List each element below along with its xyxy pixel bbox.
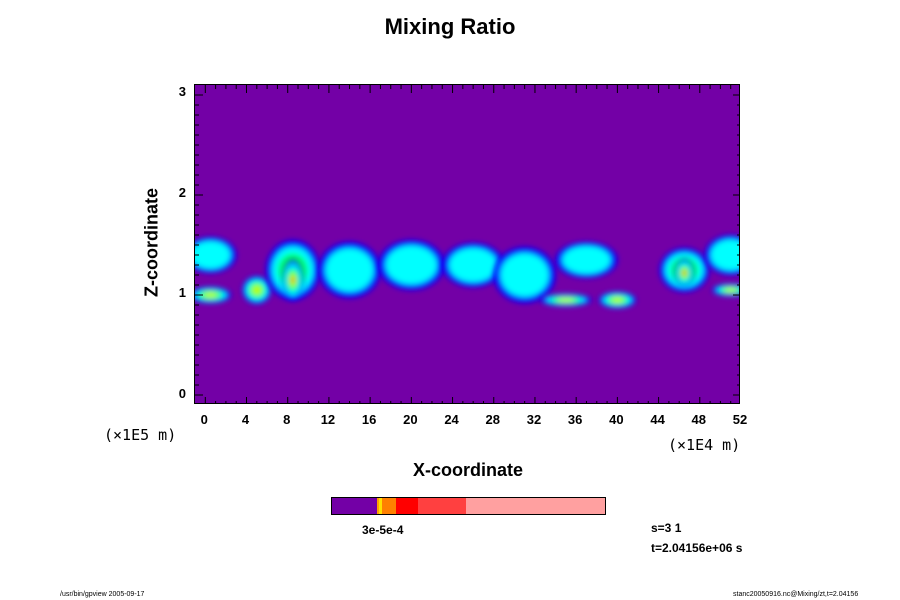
contour-level [724,287,738,293]
colorbar-segment [382,498,397,514]
y-tick-label: 3 [178,84,186,99]
plot-area [194,84,740,404]
heatmap-plot [195,85,739,403]
contour-level [557,297,575,303]
colorbar-segment [396,498,419,514]
contour-level [682,271,687,275]
x-tick-label: 24 [444,412,459,427]
time-label: t=2.04156e+06 s [651,541,743,555]
x-tick-label: 4 [241,412,250,427]
colorbar-segment [379,498,383,514]
contour-level [290,277,295,283]
contour-level [562,245,611,275]
colorbar-segment [376,498,380,514]
x-tick-label: 36 [567,412,583,427]
x-tick-label: 48 [691,412,707,427]
x-tick-label: 28 [485,412,500,427]
colorbar-tick-labels: 3e-5e-4 [362,523,404,537]
x-tick-label: 40 [609,412,624,427]
contour-feature [318,242,381,298]
contour-level [195,240,231,270]
y-tick-label: 0 [178,386,186,401]
x-tick-label: 44 [650,412,665,427]
contour-level [385,245,438,285]
contour-feature [675,259,694,287]
contour-feature [493,247,556,303]
contour-feature [195,237,237,273]
colorbar-segment [418,498,466,514]
contour-feature [442,243,505,287]
contour-level [203,292,218,298]
s-label: s=3 1 [651,521,682,535]
y-scale-label: (×1E5 m) [104,426,177,444]
colorbar [331,497,606,515]
contour-feature [378,240,445,290]
contour-level [251,285,262,295]
x-tick-label: 0 [200,412,208,427]
x-tick-label: 8 [283,412,291,427]
x-tick-label: 20 [403,412,418,427]
contour-feature [540,294,592,306]
y-tick-label: 2 [178,185,186,200]
footer-left: /usr/bin/gpview 2005-09-17 [60,591,145,598]
footer-right: stanc20050916.nc@Mixing/zt,t=2.04156 [733,591,859,598]
contour-feature [712,284,739,296]
y-axis-label: Z-coordinate [141,188,162,298]
contour-level [611,297,624,303]
contour-level [325,248,374,292]
contour-level [449,247,498,283]
contour-feature [242,276,272,304]
colorbar-segment [465,498,605,514]
y-tick-label: 1 [178,285,186,300]
x-scale-label: (×1E4 m) [668,436,741,454]
x-tick-label: 52 [732,412,748,427]
contour-feature [704,235,739,275]
x-axis-label: X-coordinate [412,460,523,480]
chart-title: Mixing Ratio [384,14,516,39]
contour-feature [555,242,618,278]
x-tick-label: 16 [361,412,377,427]
contour-level [710,239,739,271]
contour-feature [282,260,304,300]
colorbar-segment [332,498,377,514]
contour-feature [598,292,636,308]
x-tick-label: 32 [526,412,542,427]
contour-feature [195,287,232,303]
contour-level [500,253,549,297]
x-tick-label: 12 [320,412,336,427]
